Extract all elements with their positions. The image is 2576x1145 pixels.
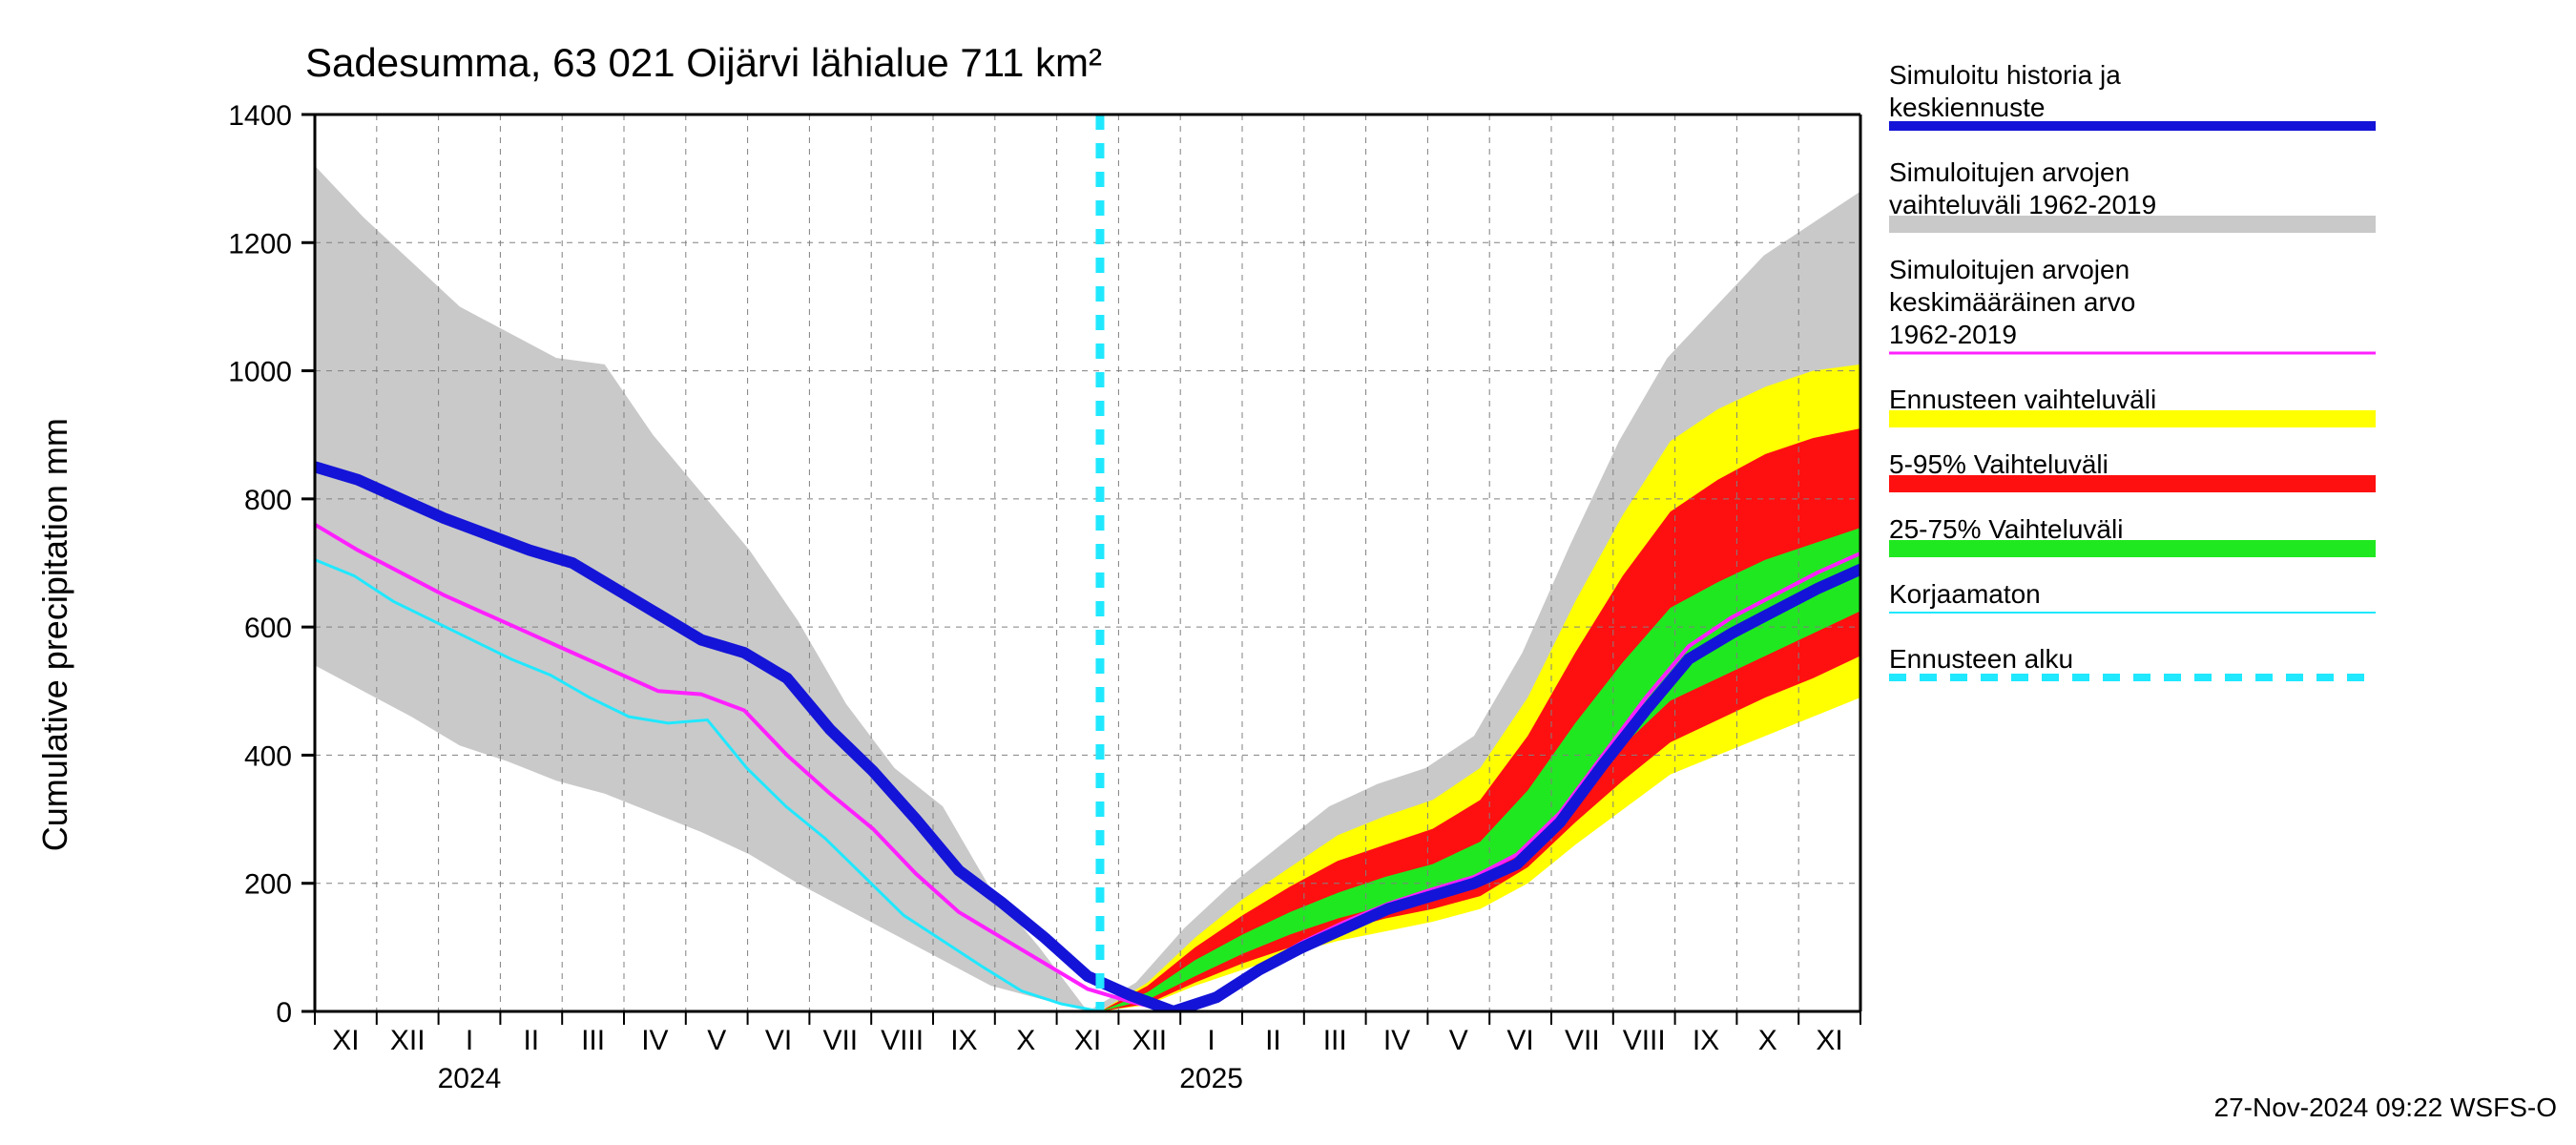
legend-text: Korjaamaton	[1889, 579, 2041, 609]
x-month-label: XII	[1132, 1025, 1167, 1056]
x-month-label: VIII	[1623, 1025, 1666, 1056]
legend-swatch	[1889, 216, 2376, 233]
x-month-label: IV	[641, 1025, 668, 1056]
x-month-label: VI	[765, 1025, 792, 1056]
legend-text: Ennusteen alku	[1889, 644, 2073, 674]
x-month-label: V	[707, 1025, 726, 1056]
y-tick-label: 1400	[228, 100, 292, 132]
y-tick-label: 1000	[228, 357, 292, 388]
x-month-label: III	[1323, 1025, 1347, 1056]
legend-text: Simuloitujen arvojen	[1889, 157, 2129, 187]
legend-text: keskiennuste	[1889, 93, 2045, 122]
legend-swatch	[1889, 540, 2376, 557]
chart-root: 0200400600800100012001400XIXIIIIIIIIIVVV…	[0, 0, 2576, 1145]
chart-svg: 0200400600800100012001400XIXIIIIIIIIIVVV…	[0, 0, 2576, 1145]
x-month-label: I	[466, 1025, 473, 1056]
x-month-label: II	[523, 1025, 539, 1056]
y-tick-label: 1200	[228, 228, 292, 260]
x-month-label: V	[1449, 1025, 1468, 1056]
legend-text: 5-95% Vaihteluväli	[1889, 449, 2109, 479]
y-tick-label: 0	[276, 997, 292, 1029]
legend-swatch	[1889, 410, 2376, 427]
x-month-label: VI	[1506, 1025, 1533, 1056]
x-year-label: 2024	[438, 1063, 502, 1094]
x-month-label: XI	[1816, 1025, 1842, 1056]
x-month-label: III	[581, 1025, 605, 1056]
y-tick-label: 800	[244, 485, 292, 516]
chart-footer: 27-Nov-2024 09:22 WSFS-O	[2214, 1093, 2558, 1122]
chart-title: Sadesumma, 63 021 Oijärvi lähialue 711 k…	[305, 40, 1102, 85]
x-year-label: 2025	[1179, 1063, 1243, 1094]
y-tick-label: 400	[244, 740, 292, 772]
x-month-label: II	[1265, 1025, 1281, 1056]
legend-text: Ennusteen vaihteluväli	[1889, 385, 2156, 414]
x-month-label: IV	[1383, 1025, 1410, 1056]
x-month-label: I	[1207, 1025, 1215, 1056]
y-axis-title: Cumulative precipitation mm	[35, 418, 74, 851]
x-month-label: IX	[1693, 1025, 1719, 1056]
x-month-label: VII	[1565, 1025, 1600, 1056]
x-month-label: VIII	[881, 1025, 924, 1056]
legend-swatch	[1889, 475, 2376, 492]
y-tick-label: 200	[244, 869, 292, 901]
legend-text: keskimääräinen arvo	[1889, 287, 2135, 317]
x-month-label: IX	[950, 1025, 977, 1056]
x-month-label: X	[1758, 1025, 1777, 1056]
y-tick-label: 600	[244, 613, 292, 644]
legend-text: vaihteluväli 1962-2019	[1889, 190, 2156, 219]
legend-text: Simuloitujen arvojen	[1889, 255, 2129, 284]
x-month-label: VII	[822, 1025, 858, 1056]
x-month-label: XI	[332, 1025, 359, 1056]
x-month-label: XI	[1074, 1025, 1101, 1056]
x-month-label: X	[1016, 1025, 1035, 1056]
legend-text: 1962-2019	[1889, 320, 2017, 349]
legend-text: Simuloitu historia ja	[1889, 60, 2121, 90]
legend-text: 25-75% Vaihteluväli	[1889, 514, 2123, 544]
x-month-label: XII	[390, 1025, 426, 1056]
